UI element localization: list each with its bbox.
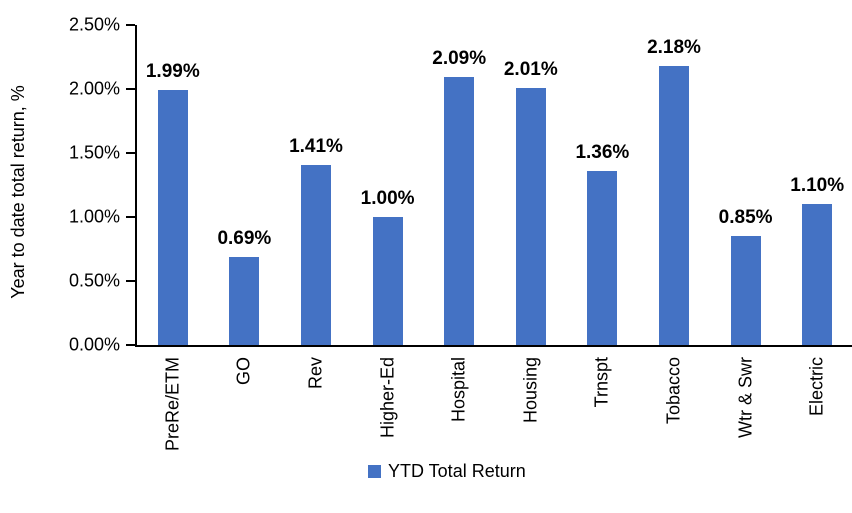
y-tick-label: 2.50% <box>68 14 120 35</box>
bar-value-label: 1.41% <box>289 135 343 157</box>
legend-marker-icon <box>368 465 381 478</box>
x-axis-category-label: Electric <box>806 357 827 417</box>
bar <box>659 65 689 345</box>
bar-value-label: 2.18% <box>647 36 701 58</box>
y-axis-title: Year to date total return, % <box>8 85 28 299</box>
bar-value-label: 1.99% <box>145 61 200 83</box>
legend-label: YTD Total Return <box>388 461 526 481</box>
y-tick-mark <box>126 88 135 90</box>
x-axis-category-label: Hospital <box>448 357 469 423</box>
bar-value-label: 2.09% <box>432 48 487 70</box>
y-tick-mark <box>126 344 135 346</box>
x-axis-category-label: Higher-Ed <box>377 357 398 439</box>
bar <box>730 236 761 345</box>
bar <box>515 87 546 345</box>
x-axis-category-label: GO <box>233 357 254 386</box>
y-tick-label: 1.50% <box>68 142 120 163</box>
bar-value-label: 1.36% <box>575 141 630 163</box>
plot-area: 1.99% 0.69% 1.41% 1.00% 2.09% 2.01% 1.36% 2.18%… <box>135 25 852 347</box>
x-axis-category-label: Tobacco <box>663 357 684 425</box>
legend: YTD Total Return <box>368 461 526 482</box>
x-axis-category-label: Trnspt <box>591 357 612 408</box>
bar <box>802 204 833 345</box>
x-axis-category-label: Rev <box>305 357 326 390</box>
x-axis-category-label: Housing <box>520 357 541 424</box>
y-tick-label: 0.00% <box>68 334 120 355</box>
y-tick-label: 2.00% <box>68 78 120 99</box>
bar-value-label: 0.69% <box>217 227 272 249</box>
bar <box>229 256 260 345</box>
y-tick-mark <box>126 216 135 218</box>
bar <box>301 164 331 345</box>
bar-value-label: 2.01% <box>503 58 558 80</box>
bar <box>444 77 475 345</box>
bar <box>587 170 618 345</box>
x-axis-category-label: PreRe/ETM <box>162 357 183 452</box>
bar <box>157 90 188 345</box>
y-tick-mark <box>126 152 135 154</box>
bar <box>372 217 403 345</box>
y-tick-label: 1.00% <box>68 206 120 227</box>
bar-value-label: 1.00% <box>360 188 415 209</box>
y-tick-mark <box>126 280 135 282</box>
bar-value-label: 0.85% <box>718 207 773 229</box>
y-tick-mark <box>126 24 135 26</box>
y-tick-label: 0.50% <box>68 270 120 291</box>
x-axis-category-label: Wtr & Swr <box>735 357 756 438</box>
bar-value-label: 1.10% <box>790 175 845 197</box>
